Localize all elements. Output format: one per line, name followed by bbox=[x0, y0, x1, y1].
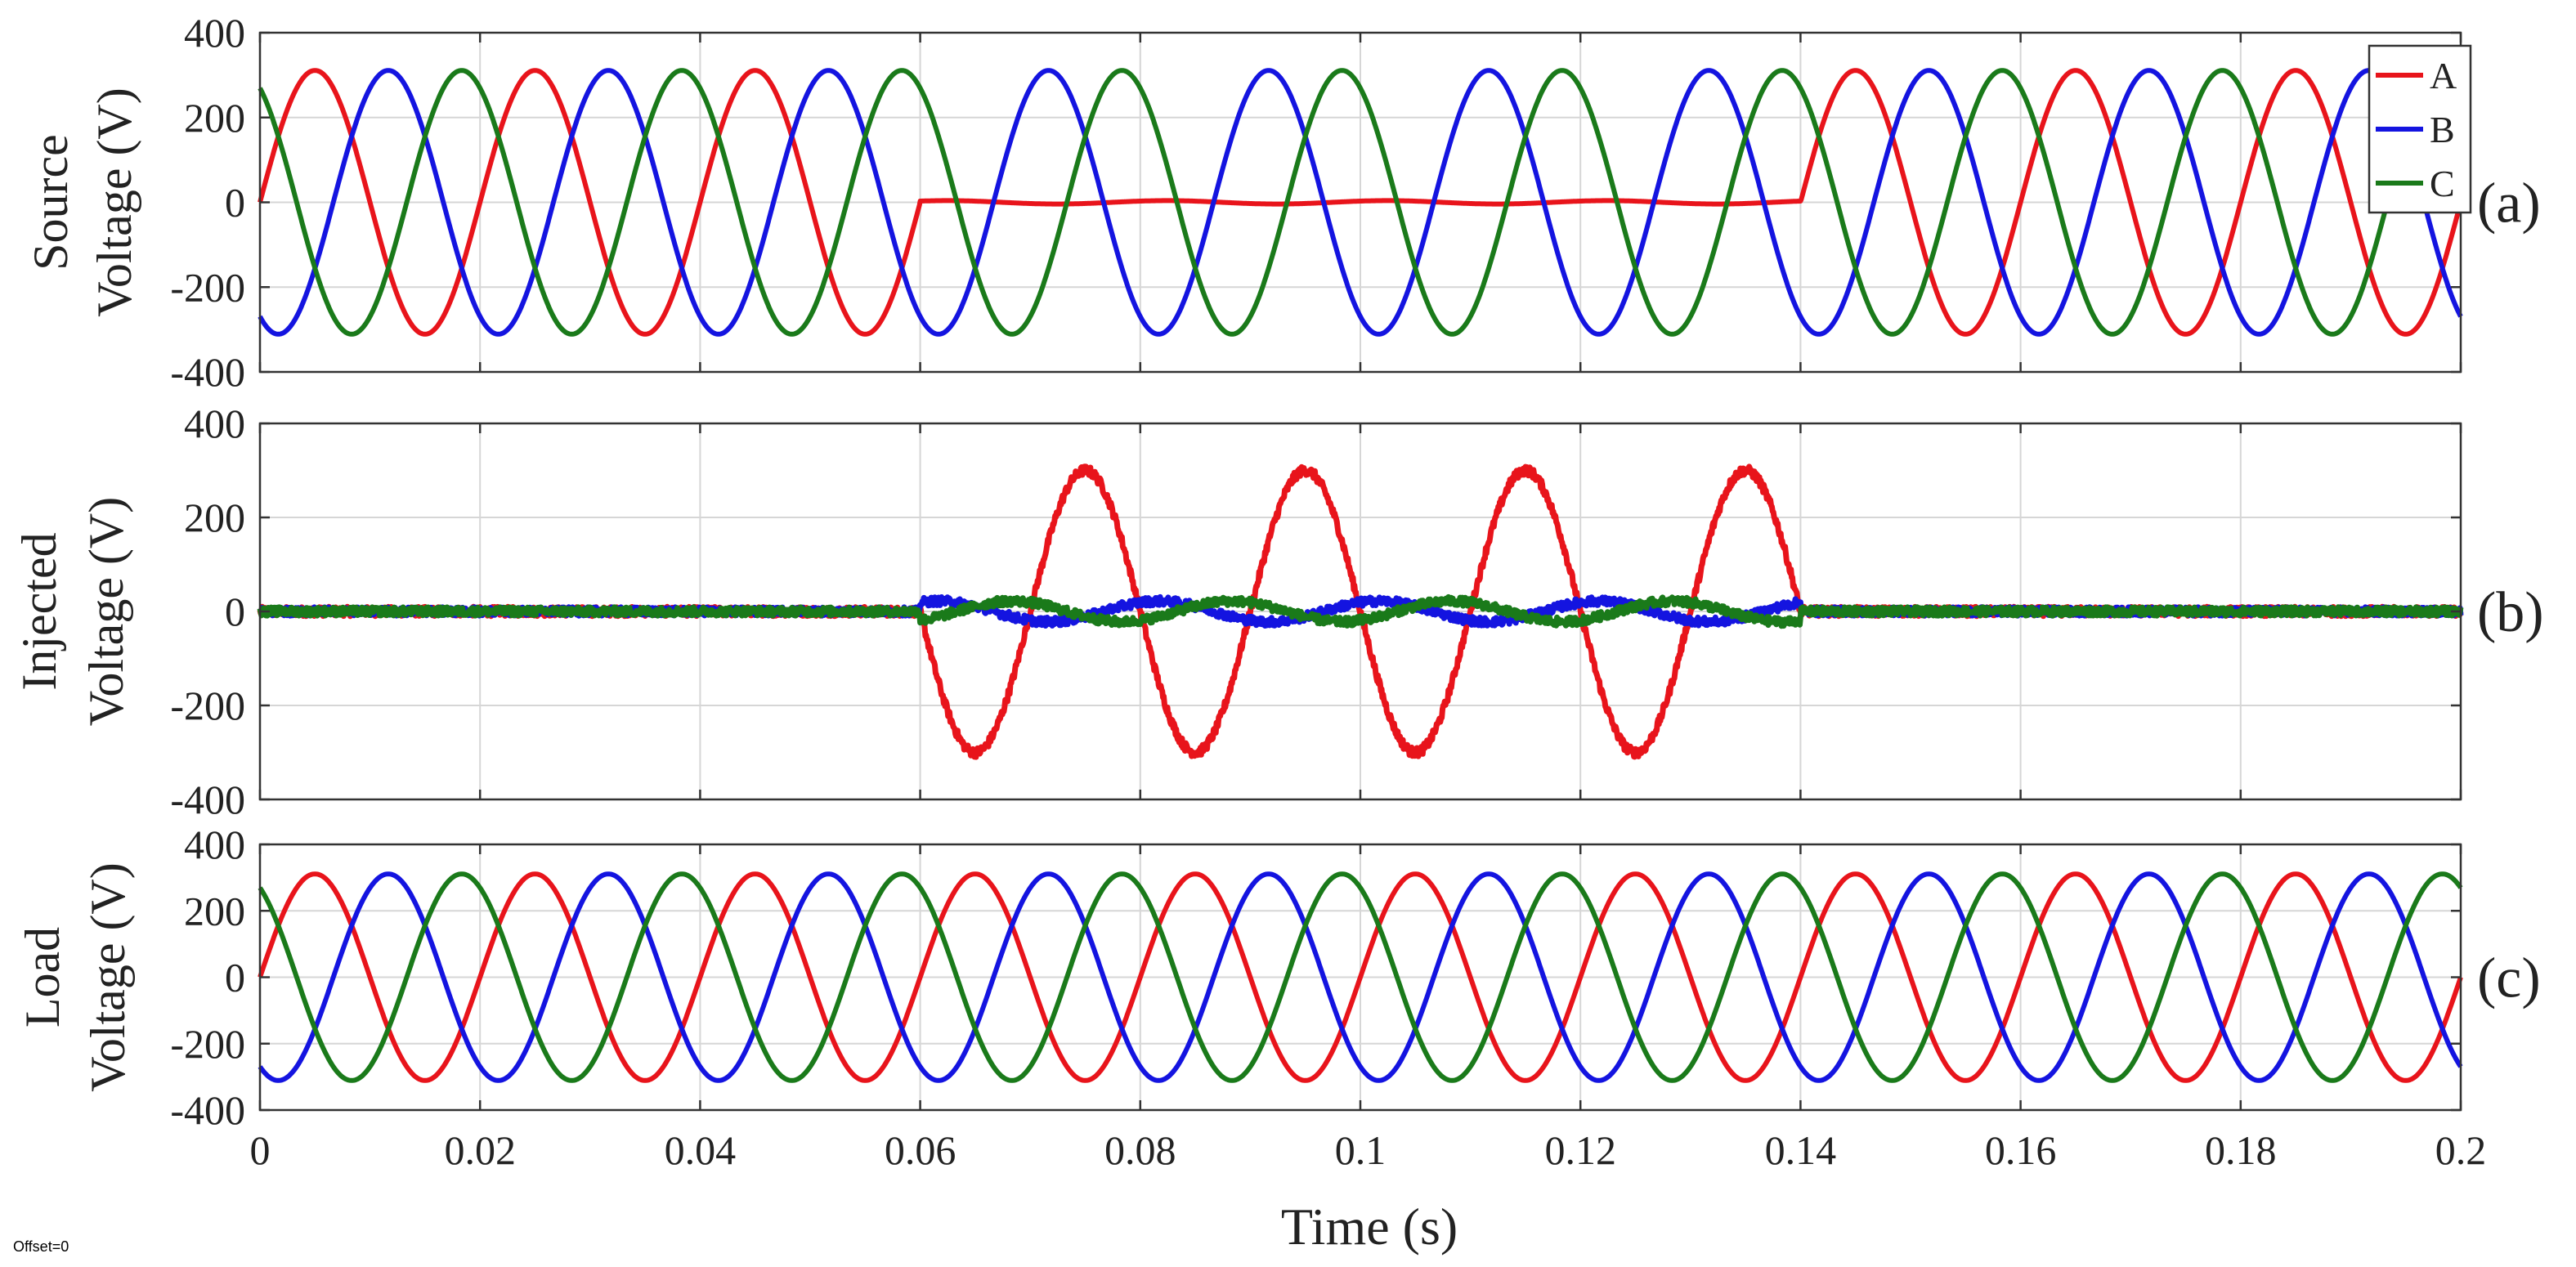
y-tick-label: -200 bbox=[170, 264, 245, 310]
x-tick-label: 0.06 bbox=[885, 1127, 956, 1173]
y-tick-label: 400 bbox=[184, 822, 245, 867]
x-tick-label: 0.08 bbox=[1104, 1127, 1176, 1173]
x-tick-label: 0.04 bbox=[665, 1127, 737, 1173]
y-tick-label: 0 bbox=[225, 955, 245, 1001]
x-tick-label: 0.1 bbox=[1335, 1127, 1387, 1173]
x-tick-label: 0.18 bbox=[2205, 1127, 2277, 1173]
x-tick-label: 0.2 bbox=[2435, 1127, 2487, 1173]
y-tick-label: 200 bbox=[184, 95, 245, 141]
legend: ABC bbox=[2368, 44, 2472, 214]
y-tick-label: 0 bbox=[225, 589, 245, 634]
y-tick-label: -400 bbox=[170, 777, 245, 822]
y-tick-label: 400 bbox=[184, 401, 245, 446]
y-axis-label-line: Load bbox=[16, 927, 69, 1027]
series-line-a bbox=[258, 871, 2463, 1083]
y-axis-label-line: Source bbox=[24, 134, 78, 271]
x-tick-label: 0.02 bbox=[444, 1127, 516, 1173]
series-line-c bbox=[257, 593, 2464, 629]
series-line-c bbox=[258, 871, 2463, 1083]
y-tick-label: -400 bbox=[170, 349, 245, 395]
y-axis-label-line: Voltage (V) bbox=[87, 87, 141, 317]
y-tick-label: -400 bbox=[170, 1087, 245, 1133]
y-tick-label: 400 bbox=[184, 10, 245, 56]
panel-c: -400 -200 0 200 400 0 0.02 0.04 0.06 0.08 0.1 0.12 0… bbox=[16, 822, 2541, 1173]
panel-tag: (a) bbox=[2477, 172, 2541, 235]
y-axis-label-line: Voltage (V) bbox=[81, 862, 135, 1092]
panel-tag: (c) bbox=[2477, 947, 2541, 1010]
series-line-b bbox=[258, 871, 2463, 1083]
series-line-c bbox=[258, 68, 2463, 337]
legend-label-b: B bbox=[2430, 109, 2455, 150]
x-tick-label: 0.12 bbox=[1544, 1127, 1616, 1173]
legend-label-c: C bbox=[2430, 163, 2455, 204]
x-axis-label: Time (s) bbox=[1281, 1198, 1458, 1256]
panel-tag: (b) bbox=[2477, 581, 2544, 644]
panel-b: -400 -200 0 200 400 Injected Voltage (V) (b) bbox=[12, 401, 2544, 822]
y-axis-label-line: Injected bbox=[12, 532, 66, 690]
legend-label-a: A bbox=[2430, 55, 2457, 96]
x-tick-label: 0.16 bbox=[1985, 1127, 2057, 1173]
y-tick-label: 200 bbox=[184, 888, 245, 933]
y-tick-label: 200 bbox=[184, 495, 245, 540]
y-axis-label-line: Voltage (V) bbox=[79, 497, 133, 727]
y-tick-label: -200 bbox=[170, 1021, 245, 1067]
y-tick-label: 0 bbox=[225, 180, 245, 226]
x-tick-label: 0.14 bbox=[1765, 1127, 1837, 1173]
offset-note: Offset=0 bbox=[13, 1238, 69, 1255]
x-tick-label: 0 bbox=[250, 1127, 271, 1173]
y-tick-label: -200 bbox=[170, 683, 245, 728]
series-line-a bbox=[258, 68, 2463, 337]
series-line-b bbox=[258, 68, 2463, 337]
